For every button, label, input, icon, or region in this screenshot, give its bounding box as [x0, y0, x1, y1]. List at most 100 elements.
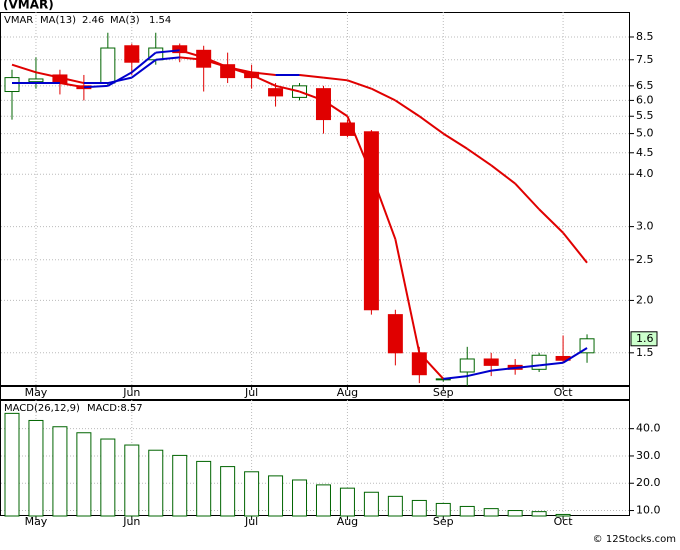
ma-segment — [394, 238, 421, 354]
ma-segment — [370, 173, 397, 240]
x-tick-label: Sep — [433, 515, 454, 528]
candle-body — [4, 77, 20, 93]
ma-segment — [83, 84, 108, 89]
candle-body — [172, 45, 188, 54]
ma-segment — [442, 132, 468, 150]
legend-entry: VMAR — [4, 15, 33, 26]
candle-body — [411, 352, 427, 376]
y-tick-label: 6.0 — [636, 93, 654, 106]
bar — [220, 466, 236, 517]
ma-segment — [275, 84, 300, 93]
y-tick-label: 3.0 — [636, 220, 654, 233]
y-tick-label: 5.0 — [636, 127, 654, 140]
ma-segment — [11, 63, 37, 74]
x-tick-label: Jun — [122, 386, 140, 399]
ma-segment — [322, 99, 348, 118]
bar — [483, 508, 499, 517]
bar — [28, 419, 44, 517]
y-tick-label: 8.5 — [636, 30, 654, 43]
ma-segment — [562, 347, 588, 364]
ma-segment — [155, 56, 180, 61]
ma-segment — [107, 76, 133, 85]
y-tick-label: 7.5 — [636, 53, 654, 66]
x-tick-label: Jun — [122, 515, 140, 528]
ma-segment — [562, 232, 588, 264]
ma-segment — [155, 49, 180, 54]
bar — [52, 426, 68, 517]
ma-segment — [227, 66, 252, 76]
legend-entry: MA(13) — [40, 15, 76, 26]
ma-segment — [443, 375, 468, 380]
ma-segment — [131, 51, 157, 74]
ma-segment — [203, 56, 229, 69]
ma-segment — [59, 76, 85, 85]
footer: © 12Stocks.com — [593, 534, 676, 545]
last-price-label: 1.6 — [636, 332, 654, 345]
x-tick-label: Jul — [244, 386, 258, 399]
bar — [531, 511, 547, 517]
bar — [292, 479, 308, 517]
price-date-axis — [0, 386, 630, 400]
bar — [124, 444, 140, 517]
bar — [268, 475, 284, 517]
ma-segment — [418, 115, 444, 135]
bar — [172, 454, 188, 517]
ma-segment — [514, 182, 540, 210]
legend-entry: MACD(26,12,9) — [4, 403, 80, 414]
legend-entry: 2.46 — [82, 15, 104, 26]
x-tick-label: Jul — [244, 515, 258, 528]
bar — [315, 484, 331, 517]
ma-segment — [347, 79, 372, 90]
ma-segment — [539, 361, 564, 367]
ma-segment — [467, 369, 492, 378]
ma-segment — [418, 352, 445, 380]
y-tick-label: 4.5 — [636, 146, 654, 159]
ma-segment — [466, 147, 492, 167]
y-tick-label: 2.0 — [636, 293, 654, 306]
bar — [435, 502, 451, 517]
y-tick-label: 1.5 — [636, 346, 654, 359]
macd-panel — [0, 400, 630, 516]
bar — [4, 412, 20, 517]
candle-body — [268, 88, 284, 97]
ma-segment — [323, 76, 348, 82]
bar — [100, 438, 116, 517]
y-tick-label: 5.5 — [636, 109, 654, 122]
y-tick-label: 2.5 — [636, 253, 654, 266]
bar — [76, 432, 92, 517]
candle-body — [387, 314, 403, 354]
y-tick-label: 20.0 — [636, 476, 661, 489]
bar — [387, 495, 403, 517]
chart-title: (VMAR) — [3, 0, 54, 12]
x-tick-label: Aug — [337, 515, 358, 528]
bar — [339, 487, 355, 517]
bar — [244, 471, 260, 517]
ma-segment — [370, 87, 396, 102]
x-tick-label: May — [25, 386, 48, 399]
y-tick-label: 40.0 — [636, 422, 661, 435]
bar — [196, 460, 212, 517]
ma-segment — [179, 49, 204, 59]
bar — [507, 510, 523, 517]
ma-segment — [490, 164, 516, 185]
ma-segment — [515, 364, 540, 369]
x-tick-label: May — [25, 515, 48, 528]
y-tick-label: 6.5 — [636, 79, 654, 92]
x-tick-label: Oct — [554, 515, 574, 528]
candle-body — [363, 131, 379, 311]
candle-body — [124, 45, 140, 63]
ma-segment — [35, 71, 61, 79]
bar — [411, 499, 427, 517]
ma-segment — [251, 74, 276, 87]
x-tick-label: Sep — [433, 386, 454, 399]
legend-entry: MACD:8.57 — [87, 403, 143, 414]
y-tick-label: 10.0 — [636, 504, 661, 517]
x-tick-label: Aug — [337, 386, 358, 399]
bar — [555, 513, 571, 517]
ma-segment — [107, 71, 133, 87]
candle-body — [28, 78, 44, 83]
candle-body — [100, 47, 116, 84]
ma-segment — [491, 366, 516, 372]
legend-entry: 1.54 — [149, 15, 171, 26]
ma-segment — [179, 56, 204, 61]
